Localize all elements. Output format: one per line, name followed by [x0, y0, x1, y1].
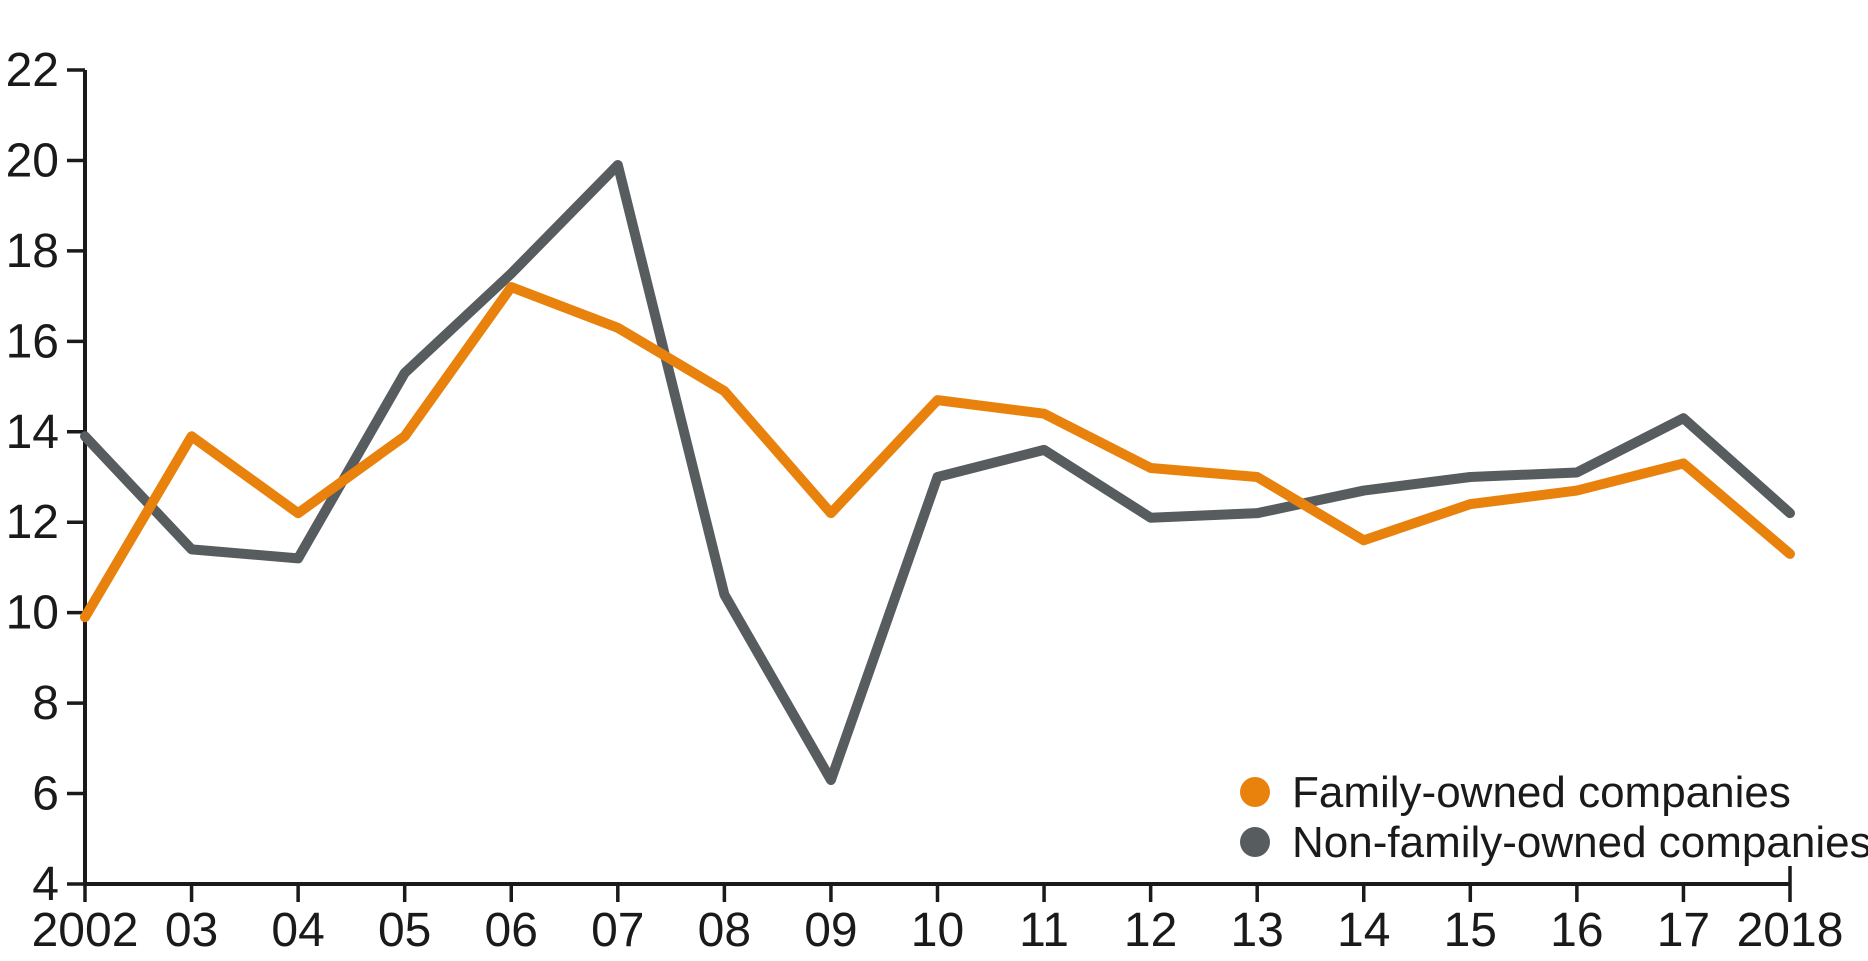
legend-marker-non-family-owned-icon — [1240, 827, 1270, 857]
x-tick-label: 03 — [165, 904, 218, 957]
x-tick-label: 13 — [1230, 904, 1283, 957]
legend-marker-family-owned-icon — [1240, 777, 1270, 807]
series-lines — [80, 159, 1795, 785]
x-tick-label: 06 — [485, 904, 538, 957]
x-tick-label: 15 — [1444, 904, 1497, 957]
y-tick-label: 14 — [6, 406, 59, 459]
x-tick-label: 17 — [1657, 904, 1710, 957]
x-tick-label: 05 — [378, 904, 431, 957]
legend: Family-owned companies Non-family-owned … — [1240, 768, 1868, 867]
y-tick-label: 16 — [6, 315, 59, 368]
x-tick-label: 08 — [698, 904, 751, 957]
y-tick-label: 10 — [6, 587, 59, 640]
x-tick-label: 2002 — [32, 904, 139, 957]
x-tick-label: 09 — [804, 904, 857, 957]
axes: 4 6 8 10 12 14 16 18 20 22 2002 03 04 05 06 07 08 09 10 11 1… — [6, 44, 1844, 957]
x-tick-label: 16 — [1550, 904, 1603, 957]
y-tick-label: 20 — [6, 134, 59, 187]
series-line-non-family-owned-companies — [80, 159, 1795, 785]
legend-label-family-owned: Family-owned companies — [1292, 768, 1791, 817]
x-tick-label: 12 — [1124, 904, 1177, 957]
y-tick-label: 6 — [32, 768, 59, 821]
y-tick-label: 12 — [6, 496, 59, 549]
y-tick-label: 18 — [6, 225, 59, 278]
x-tick-label: 14 — [1337, 904, 1390, 957]
x-tick-label: 2018 — [1737, 904, 1844, 957]
legend-label-non-family-owned: Non-family-owned companies — [1292, 818, 1868, 867]
y-tick-label: 22 — [6, 44, 59, 97]
x-tick-label: 07 — [591, 904, 644, 957]
x-tick-label: 10 — [911, 904, 964, 957]
x-tick-label: 04 — [271, 904, 324, 957]
series-line-family-owned-companies — [80, 282, 1795, 623]
y-tick-label: 4 — [32, 858, 59, 911]
x-tick-label: 11 — [1019, 904, 1069, 957]
y-tick-label: 8 — [32, 677, 59, 730]
